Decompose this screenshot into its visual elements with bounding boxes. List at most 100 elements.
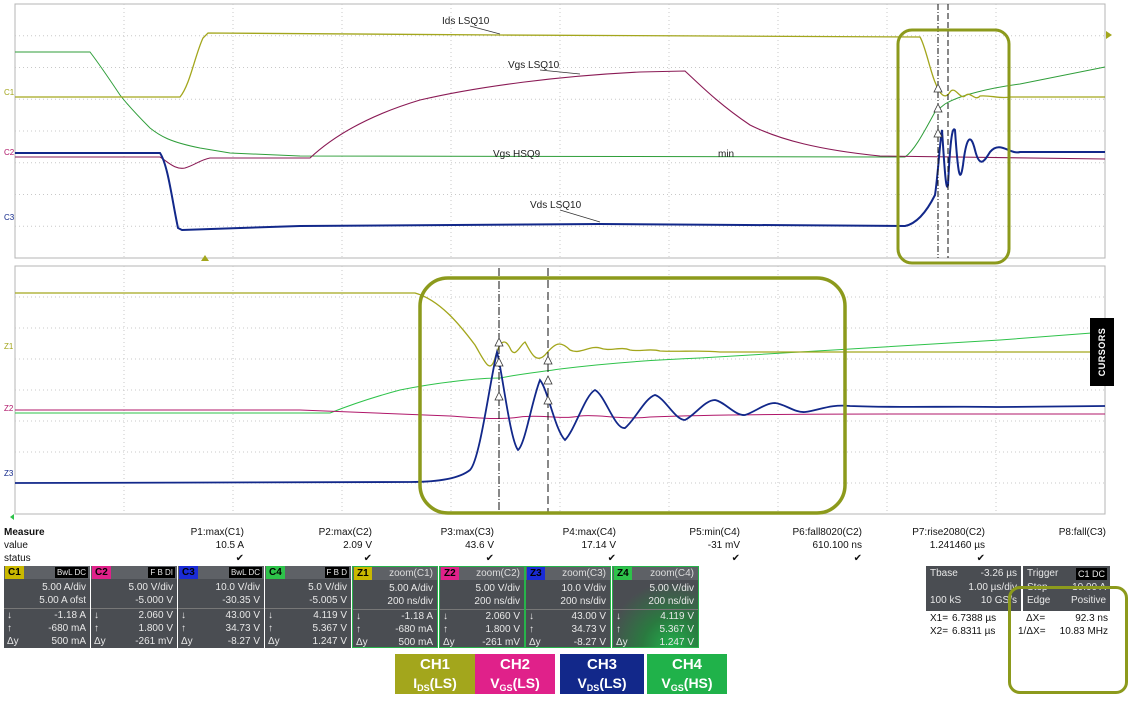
panel-cursor-1: 2.060 V (485, 611, 520, 622)
legend-side: (LS) (599, 675, 627, 691)
measure-param-label[interactable]: P1:max(C1) (190, 527, 244, 538)
channel-panel-c3[interactable]: C3 BwL DC 10.0 V/div -30.35 V ↓ 43.00 V ↑ 34.73… (178, 566, 264, 648)
panel-delta-y: 1.247 V (312, 636, 347, 647)
legend-subscript: DS (417, 683, 430, 693)
trace-ch2-main (15, 70, 1106, 169)
cursor-x1-label: X1= (930, 613, 949, 624)
measure-title: Measure (4, 527, 45, 538)
panel-offset: 200 ns/div (648, 596, 694, 607)
panel-flag: F B D (324, 567, 349, 578)
cursor-up-icon: ↑ (181, 623, 186, 634)
panel-flag: BwL DC (228, 567, 262, 578)
trigger-type: Edge (1027, 595, 1051, 606)
legend-subscript: GS (499, 683, 513, 693)
measure-param-label[interactable]: P4:max(C4) (562, 527, 616, 538)
panel-cursor-2: 1.800 V (485, 624, 520, 635)
cursor-down-icon: ↓ (181, 610, 186, 621)
trigger-label: Trigger (1027, 568, 1059, 579)
panel-cursor-2: 5.367 V (312, 623, 347, 634)
panel-cursor-2: 34.73 V (571, 624, 606, 635)
panel-offset: 200 ns/div (387, 596, 433, 607)
measure-param-label[interactable]: P7:rise2080(C2) (912, 527, 985, 538)
cursor-down-icon: ↓ (94, 610, 99, 621)
cursor-down-icon: ↓ (529, 611, 534, 622)
channel-markers: C1 C2 C3 Z1 Z2 Z3 (4, 31, 1112, 520)
measure-param-status: ✔ (853, 553, 862, 564)
measure-param-status: ✔ (235, 553, 244, 564)
timebase-label: Tbase (930, 568, 958, 579)
panel-delta-y: -261 mV (482, 637, 520, 648)
channel-panel-z3[interactable]: Z3 zoom(C3) 10.0 V/div 200 ns/div ↓ 43.00 V ↑ 3… (525, 566, 611, 648)
trigger-level-arrow[interactable] (1106, 31, 1112, 39)
cursor-up-icon: ↑ (356, 624, 361, 635)
cursors-tab[interactable]: CURSORS (1090, 318, 1114, 386)
legend-ch4: CH4 VGS(HS) (647, 654, 727, 694)
marker-c3: C3 (4, 213, 15, 222)
legend-ch1: CH1 IDS(LS) (395, 654, 475, 694)
scope-display: Ids LSQ10 Vgs LSQ10 Vgs HSQ9 min Vds LSQ… (4, 3, 1112, 520)
measure-param-label[interactable]: P8:fall(C3) (1058, 527, 1106, 538)
channel-panel-c1[interactable]: C1 BwL DC 5.00 A/div 5.00 A ofst ↓ -1.18 A ↑ -6… (4, 566, 90, 648)
legend-channel: CH4 (671, 656, 702, 673)
panel-zoom-source: zoom(C4) (650, 568, 694, 579)
cursor-up-icon: ↑ (529, 624, 534, 635)
measure-param-status: ✔ (485, 553, 494, 564)
label-vgs-hsq9: Vgs HSQ9 (493, 149, 541, 160)
legend-quantity: I (413, 675, 418, 691)
legend-channel: CH2 (499, 656, 530, 673)
panel-scale: 5.00 V/div (649, 583, 694, 594)
panel-cursor-2: 34.73 V (225, 623, 260, 634)
timebase-per-div: 1.00 µs/div (968, 582, 1017, 593)
panel-tag: Z4 (614, 567, 632, 580)
measure-param-status: ✔ (976, 553, 985, 564)
panel-cursor-2: -680 mA (48, 623, 86, 634)
cursor-inv-dx-label: 1/ΔX= (1018, 626, 1046, 637)
panel-delta-y: 500 mA (51, 636, 86, 647)
measure-param-value: 610.100 ns (812, 540, 863, 551)
panel-delta-y: -261 mV (135, 636, 173, 647)
trace-ch3-main (15, 128, 1105, 232)
panel-offset: -5.005 V (309, 595, 347, 606)
panel-offset: -5.000 V (135, 595, 173, 606)
measure-param-label[interactable]: P6:fall8020(C2) (792, 527, 862, 538)
legend-ch3: CH3 VDS(LS) (560, 654, 644, 694)
channel-panel-c2[interactable]: C2 F B DI 5.00 V/div -5.000 V ↓ 2.060 V ↑ 1.800… (91, 566, 177, 648)
measure-param-value: 2.09 V (343, 540, 372, 551)
cursor-up-icon: ↑ (94, 623, 99, 634)
legend-side: (LS) (429, 675, 457, 691)
trace-z1-zoom (15, 292, 1105, 367)
cursor-up-icon: ↑ (268, 623, 273, 634)
panel-cursor-1: 43.00 V (571, 611, 606, 622)
measure-param-status: ✔ (607, 553, 616, 564)
panel-cursor-2: 1.800 V (138, 623, 173, 634)
delta-y-label: Δy (443, 637, 455, 648)
measure-param-value: -31 mV (707, 540, 740, 551)
marker-z3: Z3 (4, 469, 14, 478)
panel-tag: Z1 (354, 567, 372, 580)
zoom-left-arrow[interactable] (10, 514, 14, 520)
main-grid (14, 3, 1106, 259)
measure-param-label[interactable]: P5:min(C4) (689, 527, 740, 538)
legend-side: (HS) (683, 675, 713, 691)
marker-z2: Z2 (4, 404, 14, 413)
panel-scale: 5.00 V/div (475, 583, 520, 594)
channel-panel-z1[interactable]: Z1 zoom(C1) 5.00 A/div 200 ns/div ↓ -1.18 A ↑ -… (352, 566, 438, 648)
measure-param-label[interactable]: P2:max(C2) (318, 527, 372, 538)
measure-row-value-label: value (4, 540, 28, 551)
cursor-down-icon: ↓ (616, 611, 621, 622)
panel-tag: C1 (5, 566, 24, 579)
panel-cursor-2: -680 mA (395, 624, 433, 635)
measure-param-label[interactable]: P3:max(C3) (440, 527, 494, 538)
panel-scale: 10.0 V/div (561, 583, 606, 594)
cursor-dx-label: ΔX= (1026, 613, 1046, 624)
channel-panel-z2[interactable]: Z2 zoom(C2) 5.00 V/div 200 ns/div ↓ 2.060 V ↑ 1… (439, 566, 525, 648)
cursor-inv-dx-value: 10.83 MHz (1059, 626, 1108, 637)
channel-panel-c4[interactable]: C4 F B D 5.0 V/div -5.005 V ↓ 4.119 V ↑ 5.367 V… (265, 566, 351, 648)
channel-panel-z4[interactable]: Z4 zoom(C4) 5.00 V/div 200 ns/div ↓ 4.119 V ↑ 5… (612, 566, 699, 648)
panel-delta-y: 1.247 V (659, 637, 694, 648)
trace-z2-zoom (15, 409, 1105, 420)
cursor-down-icon: ↓ (7, 610, 12, 621)
panel-cursor-2: 5.367 V (659, 624, 694, 635)
trigger-position-arrow[interactable] (201, 255, 209, 261)
panel-zoom-source: zoom(C3) (562, 568, 606, 579)
